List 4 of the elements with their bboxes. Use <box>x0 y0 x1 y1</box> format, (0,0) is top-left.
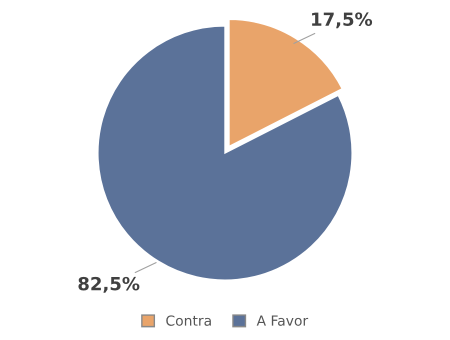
legend-label: A Favor <box>256 316 308 326</box>
legend-label: Contra <box>166 315 211 326</box>
data-label: 82,5% <box>78 276 140 293</box>
data-label: 17,5% <box>312 12 372 28</box>
